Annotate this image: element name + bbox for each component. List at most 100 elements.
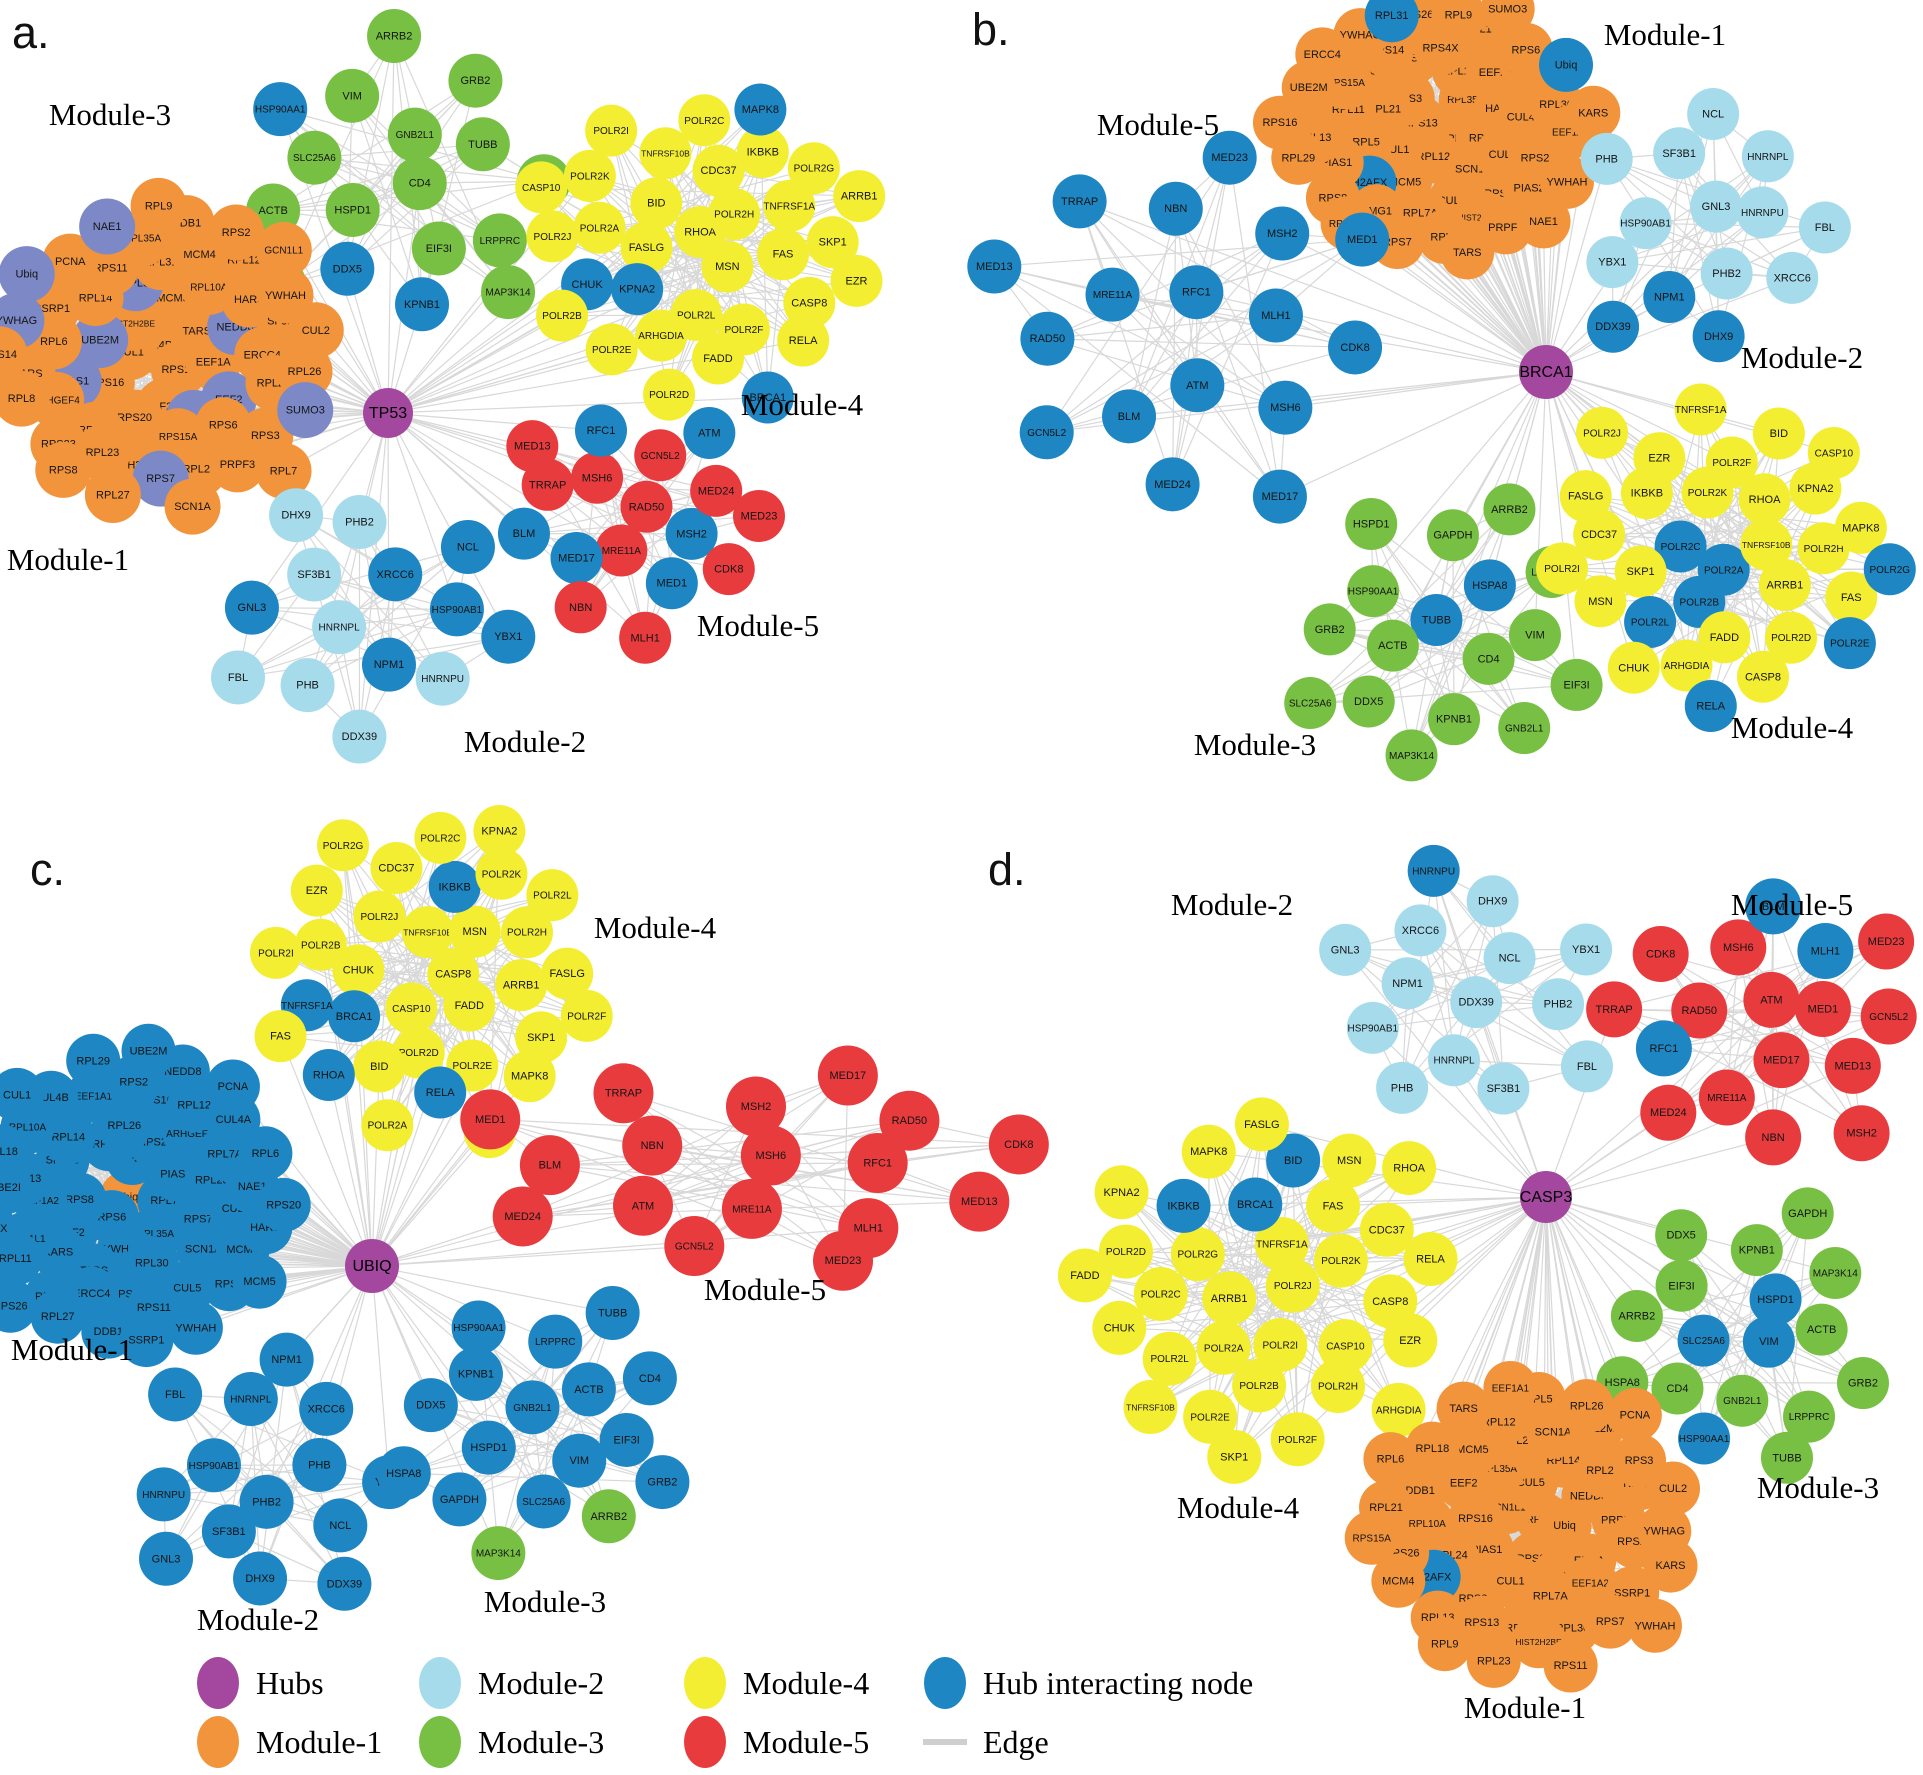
- node-NAE1[interactable]: NAE1: [1516, 194, 1571, 249]
- node-POLR2K[interactable]: POLR2K: [475, 847, 528, 900]
- node-GCN5L2[interactable]: GCN5L2: [1019, 405, 1074, 460]
- node-YBX1[interactable]: YBX1: [481, 609, 536, 664]
- node-CASP8[interactable]: CASP8: [1736, 650, 1789, 703]
- node-HNRNPU[interactable]: HNRNPU: [1736, 186, 1789, 239]
- node-DDX5[interactable]: DDX5: [1342, 675, 1395, 728]
- node-POLR2G[interactable]: POLR2G: [1863, 543, 1916, 596]
- node-TUBB[interactable]: TUBB: [455, 117, 510, 172]
- node-MSN[interactable]: MSN: [701, 240, 754, 293]
- node-RAD50[interactable]: RAD50: [1020, 311, 1075, 366]
- node-POLR2H[interactable]: POLR2H: [501, 906, 554, 959]
- node-MED1[interactable]: MED1: [645, 557, 698, 610]
- node-SF3B1[interactable]: SF3B1: [1477, 1062, 1530, 1115]
- node-ARRB1[interactable]: ARRB1: [495, 959, 548, 1012]
- node-POLR2K[interactable]: POLR2K: [1313, 1233, 1368, 1288]
- node-HSP90AA1[interactable]: HSP90AA1: [1347, 565, 1400, 618]
- node-CDC37[interactable]: CDC37: [370, 842, 423, 895]
- node-HNRNPL[interactable]: HNRNPL: [223, 1372, 278, 1427]
- node-BLM[interactable]: BLM: [519, 1135, 580, 1196]
- node-FADD[interactable]: FADD: [1698, 611, 1751, 664]
- node-POLR2D[interactable]: POLR2D: [392, 1026, 445, 1079]
- node-NPM1[interactable]: NPM1: [1643, 271, 1696, 324]
- node-SLC25A6[interactable]: SLC25A6: [1677, 1314, 1730, 1367]
- node-RPS4X[interactable]: RPS4X: [0, 1202, 17, 1256]
- node-DDX39[interactable]: DDX39: [1587, 300, 1640, 353]
- node-DDX5[interactable]: DDX5: [403, 1378, 458, 1433]
- node-KPNA2[interactable]: KPNA2: [611, 263, 664, 316]
- node-PRPF3[interactable]: PRPF3: [209, 436, 266, 493]
- node-NPM1[interactable]: NPM1: [259, 1332, 314, 1387]
- node-EZR[interactable]: EZR: [1633, 432, 1686, 485]
- node-VIM[interactable]: VIM: [1742, 1315, 1795, 1368]
- node-CASP10[interactable]: CASP10: [515, 161, 568, 214]
- node-TRRAP[interactable]: TRRAP: [593, 1063, 654, 1124]
- node-MED23[interactable]: MED23: [1202, 130, 1257, 185]
- node-GCN1L1[interactable]: GCN1L1: [255, 222, 312, 279]
- node-POLR2A[interactable]: POLR2A: [1196, 1320, 1251, 1375]
- node-POLR2A[interactable]: POLR2A: [361, 1099, 414, 1152]
- node-ARRB2[interactable]: ARRB2: [367, 9, 422, 64]
- node-RPL8[interactable]: RPL8: [0, 370, 50, 427]
- node-NPM1[interactable]: NPM1: [361, 637, 416, 692]
- node-RHOA[interactable]: RHOA: [302, 1048, 355, 1101]
- node-POLR2D[interactable]: POLR2D: [1098, 1224, 1153, 1279]
- node-RAD50[interactable]: RAD50: [879, 1090, 940, 1151]
- node-MSH6[interactable]: MSH6: [1258, 380, 1313, 435]
- node-RELA[interactable]: RELA: [1403, 1232, 1458, 1287]
- node-CD4[interactable]: CD4: [392, 156, 447, 211]
- node-MED24[interactable]: MED24: [1640, 1084, 1697, 1141]
- node-EZR[interactable]: EZR: [290, 864, 343, 917]
- node-FBL[interactable]: FBL: [1560, 1040, 1613, 1093]
- node-NCL[interactable]: NCL: [313, 1498, 368, 1553]
- node-GAPDH[interactable]: GAPDH: [1781, 1187, 1834, 1240]
- node-ATM[interactable]: ATM: [613, 1175, 674, 1236]
- node-SUMO3[interactable]: SUMO3: [1480, 0, 1535, 36]
- node-CD4[interactable]: CD4: [1462, 632, 1515, 685]
- node-CDK8[interactable]: CDK8: [1328, 320, 1383, 375]
- node-LRPPRC[interactable]: LRPPRC: [528, 1314, 583, 1369]
- node-MAP3K14[interactable]: MAP3K14: [471, 1526, 526, 1581]
- node-ARRB1[interactable]: ARRB1: [1758, 559, 1811, 612]
- node-POLR2E[interactable]: POLR2E: [585, 323, 638, 376]
- node-ACTB[interactable]: ACTB: [561, 1362, 616, 1417]
- node-BRCA1[interactable]: BRCA1: [741, 371, 794, 424]
- node-MAPK8[interactable]: MAPK8: [1181, 1124, 1236, 1179]
- node-VIM[interactable]: VIM: [1508, 609, 1561, 662]
- node-SCN1A[interactable]: SCN1A: [164, 478, 221, 535]
- node-TNFRSF10B[interactable]: TNFRSF10B: [1123, 1380, 1178, 1435]
- node-BID[interactable]: BID: [1266, 1133, 1321, 1188]
- node-RPS2[interactable]: RPS2: [208, 204, 265, 261]
- node-RPL7[interactable]: RPL7: [255, 442, 312, 499]
- node-POLR2I[interactable]: POLR2I: [1253, 1318, 1308, 1373]
- node-CUL1[interactable]: CUL1: [0, 1067, 45, 1122]
- node-POLR2B[interactable]: POLR2B: [1232, 1358, 1287, 1413]
- node-FASLG[interactable]: FASLG: [620, 221, 673, 274]
- node-YBX1[interactable]: YBX1: [1586, 236, 1639, 289]
- node-CHUK[interactable]: CHUK: [332, 944, 385, 997]
- node-DHX9[interactable]: DHX9: [1692, 310, 1745, 363]
- node-FBL[interactable]: FBL: [1798, 201, 1851, 254]
- node-MED23[interactable]: MED23: [1858, 913, 1915, 970]
- node-LRPPRC[interactable]: LRPPRC: [472, 213, 527, 268]
- node-KPNA2[interactable]: KPNA2: [1094, 1165, 1149, 1220]
- node-KPNB1[interactable]: KPNB1: [1428, 693, 1481, 746]
- node-PCNA[interactable]: PCNA: [1607, 1387, 1662, 1442]
- node-DDX39[interactable]: DDX39: [332, 709, 387, 764]
- node-HNRNPL[interactable]: HNRNPL: [312, 600, 367, 655]
- node-BLM[interactable]: BLM: [497, 507, 550, 560]
- node-MSH6[interactable]: MSH6: [571, 451, 624, 504]
- node-PHB2[interactable]: PHB2: [1700, 247, 1753, 300]
- node-GCN5L2[interactable]: GCN5L2: [634, 429, 687, 482]
- node-POLR2F[interactable]: POLR2F: [560, 989, 613, 1042]
- node-EIF3I[interactable]: EIF3I: [411, 221, 466, 276]
- node-VIM[interactable]: VIM: [325, 68, 380, 123]
- node-RPS26[interactable]: RPS26: [0, 1278, 38, 1333]
- node-MAPK8[interactable]: MAPK8: [503, 1050, 556, 1103]
- node-MSH2[interactable]: MSH2: [1833, 1105, 1890, 1162]
- node-MED13[interactable]: MED13: [1824, 1037, 1881, 1094]
- node-POLR2F[interactable]: POLR2F: [1705, 436, 1758, 489]
- node-CASP10[interactable]: CASP10: [1318, 1319, 1373, 1374]
- node-FAS[interactable]: FAS: [1825, 571, 1878, 624]
- node-PHB2[interactable]: PHB2: [332, 495, 387, 550]
- node-POLR2L[interactable]: POLR2L: [1142, 1331, 1197, 1386]
